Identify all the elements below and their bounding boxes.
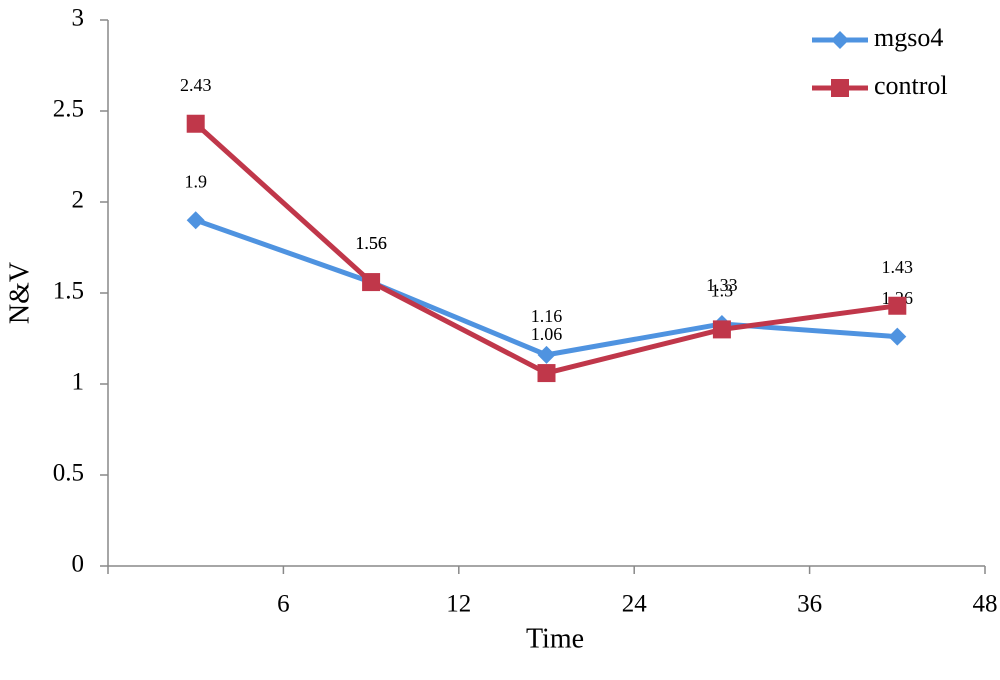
data-label: 2.43 [180,75,212,95]
marker [888,296,907,315]
x-tick-label: 24 [622,591,648,618]
data-label: 1.43 [882,257,914,277]
marker [537,364,556,383]
marker [888,327,907,346]
marker [186,211,205,230]
x-tick-label: 48 [973,591,998,618]
y-tick-label: 2 [72,187,85,214]
data-label: 1.3 [711,281,734,301]
x-tick-label: 36 [797,591,822,618]
data-label: 1.33 [706,275,738,295]
x-tick-label: 12 [446,591,471,618]
y-tick-label: 1.5 [53,278,84,305]
y-tick-label: 0 [72,551,85,578]
marker [712,320,731,339]
y-axis-title: N&V [4,262,35,324]
y-tick-label: 1 [72,369,85,396]
legend-label: mgso4 [874,23,943,52]
data-label: 1.9 [184,171,207,191]
y-tick-label: 0.5 [53,460,84,487]
legend-marker [831,31,849,49]
y-tick-label: 2.5 [53,96,84,123]
marker [186,114,205,133]
y-tick-label: 3 [72,5,85,32]
data-label: 1.06 [531,324,563,344]
data-label: 1.16 [531,306,563,326]
legend-label: control [874,71,948,100]
x-tick-label: 6 [277,591,290,618]
marker [537,345,556,364]
legend-marker [831,79,849,97]
marker [362,273,381,292]
x-axis-title: Time [526,623,584,654]
data-label: 1.56 [355,233,387,253]
data-label: 1.56 [355,233,387,253]
